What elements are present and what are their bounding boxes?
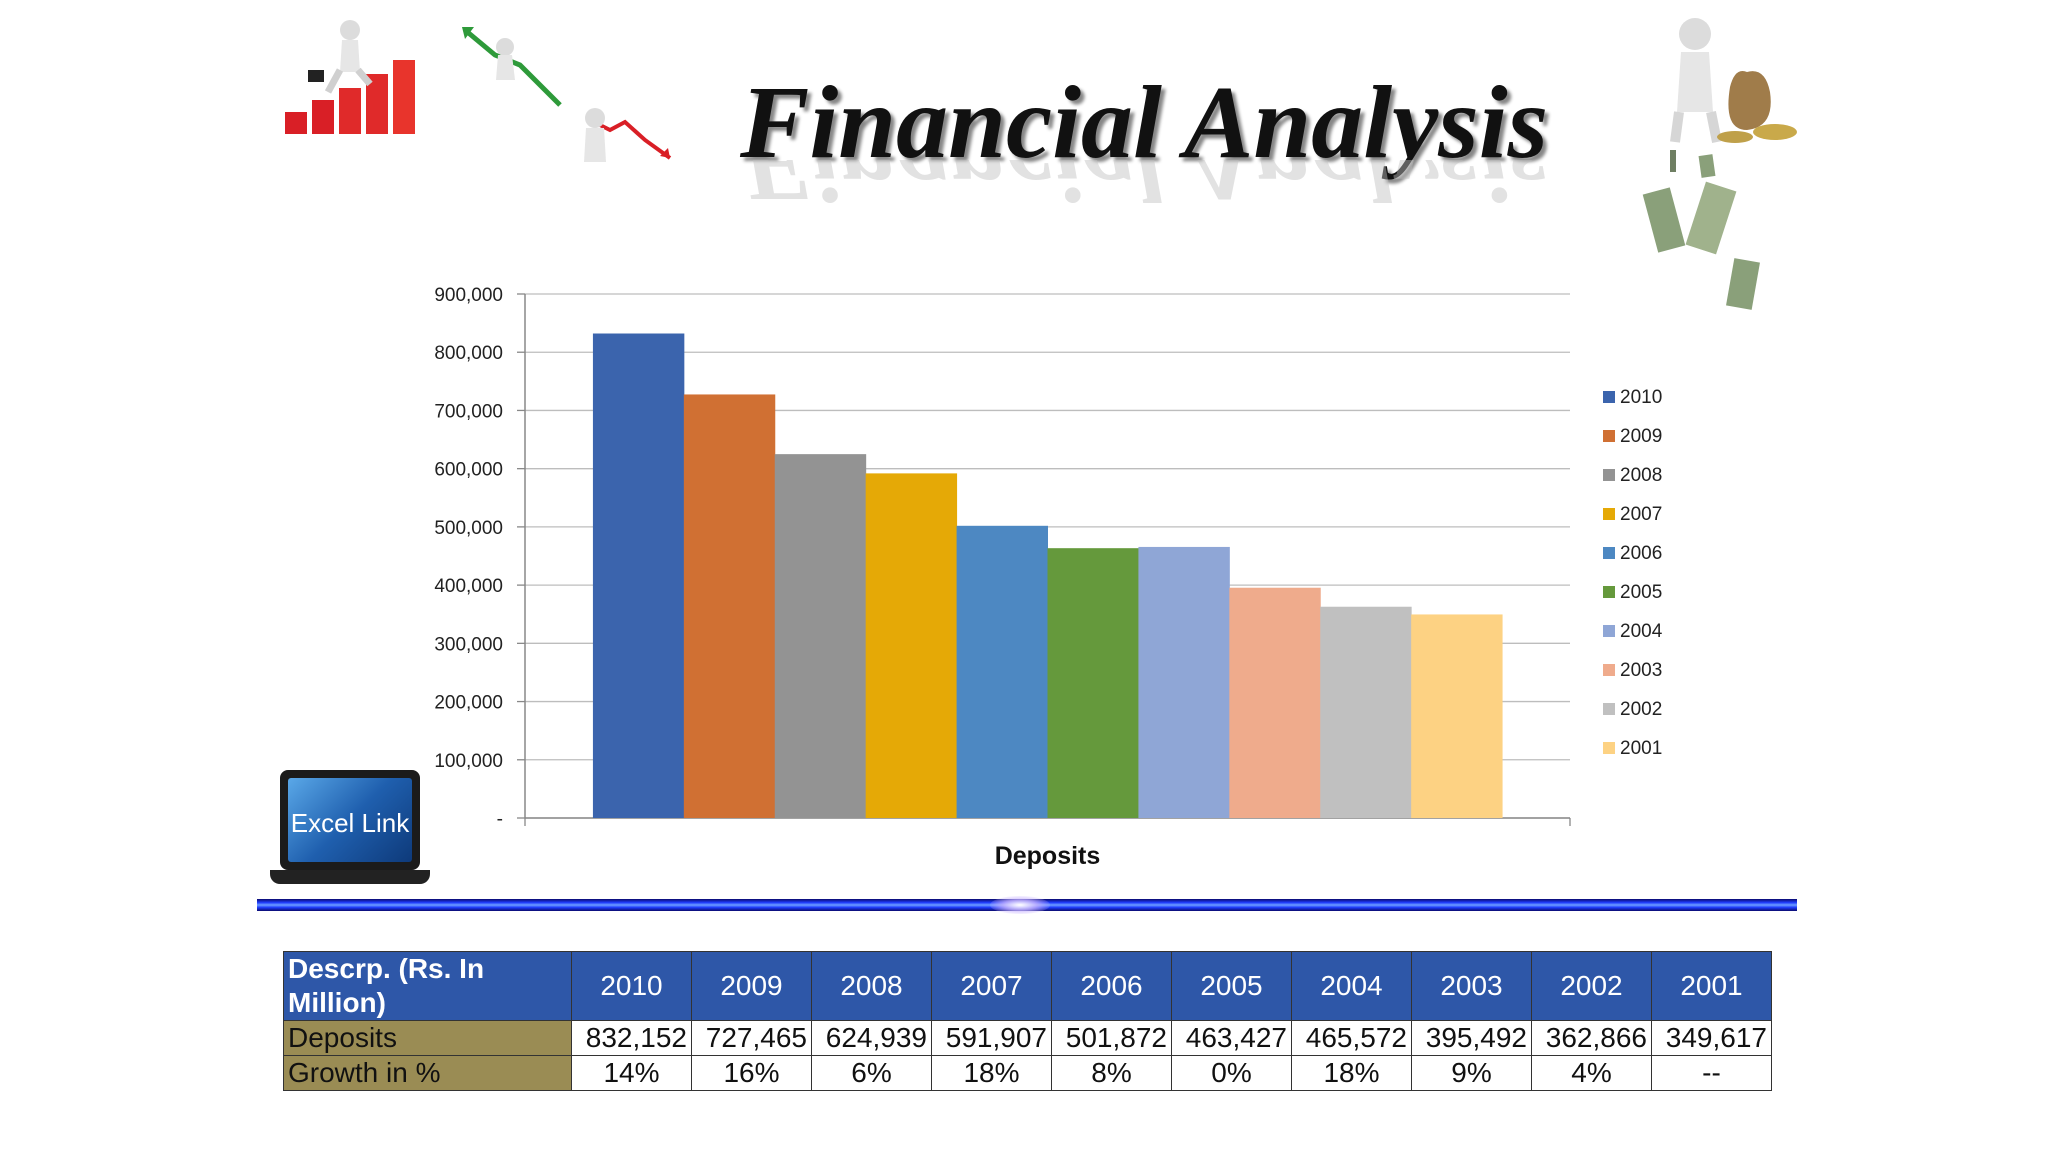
bar-2008 [774,454,867,818]
table-cell: 465,572 [1291,1020,1412,1056]
legend-label-2004: 2004 [1620,621,1663,642]
y-tick-label: 600,000 [434,460,503,481]
x-axis-label: Deposits [995,842,1101,870]
legend-swatch-2005 [1603,586,1615,598]
year-header: 2010 [571,951,692,1021]
y-tick-label: 100,000 [434,751,503,772]
year-header: 2006 [1051,951,1172,1021]
falling-arrow-figure-icon [462,27,562,107]
bar-2004 [1138,546,1230,818]
table-cell: 9% [1411,1055,1532,1091]
table-cell: 18% [931,1055,1052,1091]
legend-swatch-2003 [1603,664,1615,676]
bar-2007 [865,473,958,818]
y-tick-label: 500,000 [434,518,503,539]
laptop-icon: Excel Link [280,770,420,870]
bar-2005 [1047,548,1139,818]
row-label: Deposits [283,1020,572,1056]
bar-2006 [956,525,1048,818]
table-cell: 395,492 [1411,1020,1532,1056]
table-cell: -- [1651,1055,1772,1091]
legend-label-2006: 2006 [1620,543,1662,564]
legend-label-2007: 2007 [1620,504,1662,525]
y-tick-label: 200,000 [434,693,503,714]
table-cell: 349,617 [1651,1020,1772,1056]
table-cell: 727,465 [691,1020,812,1056]
table-header-label: Descrp. (Rs. In Million) [283,951,572,1021]
table-cell: 8% [1051,1055,1172,1091]
table-cell: 4% [1531,1055,1652,1091]
legend-label-2001: 2001 [1620,738,1662,759]
table-cell: 624,939 [811,1020,932,1056]
table-row: Growth in % 14% 16% 6% 18% 8% 0% 18% 9% … [283,1055,1772,1091]
year-header: 2003 [1411,951,1532,1021]
table-cell: 0% [1171,1055,1292,1091]
table-cell: 18% [1291,1055,1412,1091]
table-cell: 832,152 [571,1020,692,1056]
year-header: 2007 [931,951,1052,1021]
legend-swatch-2007 [1603,508,1615,520]
y-tick-label: 900,000 [434,285,503,306]
legend-label-2002: 2002 [1620,699,1662,720]
table-cell: 463,427 [1171,1020,1292,1056]
money-bag-figure-icon [1670,18,1797,143]
legend-swatch-2010 [1603,391,1615,403]
slide-title-reflection: Financial Analysis [740,160,1549,220]
legend-swatch-2009 [1603,430,1615,442]
divider-glow [990,896,1050,914]
legend-swatch-2008 [1603,469,1615,481]
legend-swatch-2004 [1603,625,1615,637]
excel-link-button[interactable]: Excel Link [270,770,430,888]
year-header: 2002 [1531,951,1652,1021]
table-cell: 501,872 [1051,1020,1172,1056]
bar-2010 [592,333,685,818]
slide-title: Financial Analysis [740,65,1549,180]
table-row: Deposits 832,152 727,465 624,939 591,907… [283,1020,1772,1056]
y-tick-label: 400,000 [434,576,503,597]
table-cell: 362,866 [1531,1020,1652,1056]
table-cell: 14% [571,1055,692,1091]
deposits-table: Descrp. (Rs. In Million) 2010 2009 2008 … [283,951,1772,1091]
y-tick-label: 800,000 [434,343,503,364]
table-cell: 591,907 [931,1020,1052,1056]
falling-banknotes-icon [1642,150,1760,310]
y-tick-label: 300,000 [434,634,503,655]
excel-link-label: Excel Link [290,808,410,838]
year-header: 2004 [1291,951,1412,1021]
bar-2001 [1411,614,1503,818]
year-header: 2009 [691,951,812,1021]
y-tick-label: - [497,809,503,830]
table-header-row: Descrp. (Rs. In Million) 2010 2009 2008 … [283,951,1772,1021]
table-cell: 6% [811,1055,932,1091]
bar-2002 [1320,606,1412,818]
table-cell: 16% [691,1055,812,1091]
legend-swatch-2002 [1603,703,1615,715]
climbing-bar-chart-figure-icon [285,20,415,134]
legend-label-2005: 2005 [1620,582,1662,603]
y-tick-label: 700,000 [434,401,503,422]
bar-2009 [683,394,776,818]
bar-2003 [1229,587,1321,818]
year-header: 2005 [1171,951,1292,1021]
legend-swatch-2006 [1603,547,1615,559]
legend-label-2008: 2008 [1620,465,1662,486]
legend-swatch-2001 [1603,742,1615,754]
legend-label-2010: 2010 [1620,387,1662,408]
declining-line-figure-icon [584,108,672,162]
year-header: 2008 [811,951,932,1021]
deposits-bar-chart: - 100,000 200,000 300,000 400,000 500,000 600,… [434,285,1663,870]
year-header: 2001 [1651,951,1772,1021]
legend-label-2009: 2009 [1620,426,1662,447]
row-label: Growth in % [283,1055,572,1091]
legend-label-2003: 2003 [1620,660,1662,681]
